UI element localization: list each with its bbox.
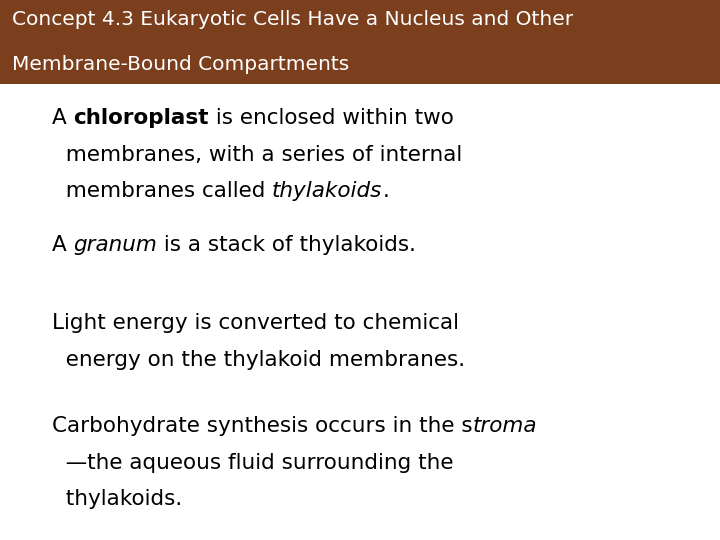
Text: Light energy is converted to chemical: Light energy is converted to chemical	[52, 313, 459, 333]
Text: is a stack of thylakoids.: is a stack of thylakoids.	[158, 235, 416, 255]
Text: thylakoids.: thylakoids.	[52, 489, 182, 509]
Text: granum: granum	[73, 235, 158, 255]
Text: membranes called: membranes called	[52, 181, 272, 201]
Text: Concept 4.3 Eukaryotic Cells Have a Nucleus and Other: Concept 4.3 Eukaryotic Cells Have a Nucl…	[12, 10, 572, 29]
Text: A: A	[52, 235, 73, 255]
Text: Membrane-Bound Compartments: Membrane-Bound Compartments	[12, 55, 348, 74]
Text: membranes, with a series of internal: membranes, with a series of internal	[52, 145, 462, 165]
Text: energy on the thylakoid membranes.: energy on the thylakoid membranes.	[52, 350, 465, 370]
Text: .: .	[382, 181, 390, 201]
Text: is enclosed within two: is enclosed within two	[209, 108, 454, 128]
Text: —the aqueous fluid surrounding the: —the aqueous fluid surrounding the	[52, 453, 454, 472]
Bar	[0, 0, 720, 84]
Text: chloroplast: chloroplast	[73, 108, 209, 128]
Text: Carbohydrate synthesis occurs in the s: Carbohydrate synthesis occurs in the s	[52, 416, 472, 436]
Text: troma: troma	[472, 416, 537, 436]
Text: A: A	[52, 108, 73, 128]
Text: thylakoids: thylakoids	[272, 181, 382, 201]
